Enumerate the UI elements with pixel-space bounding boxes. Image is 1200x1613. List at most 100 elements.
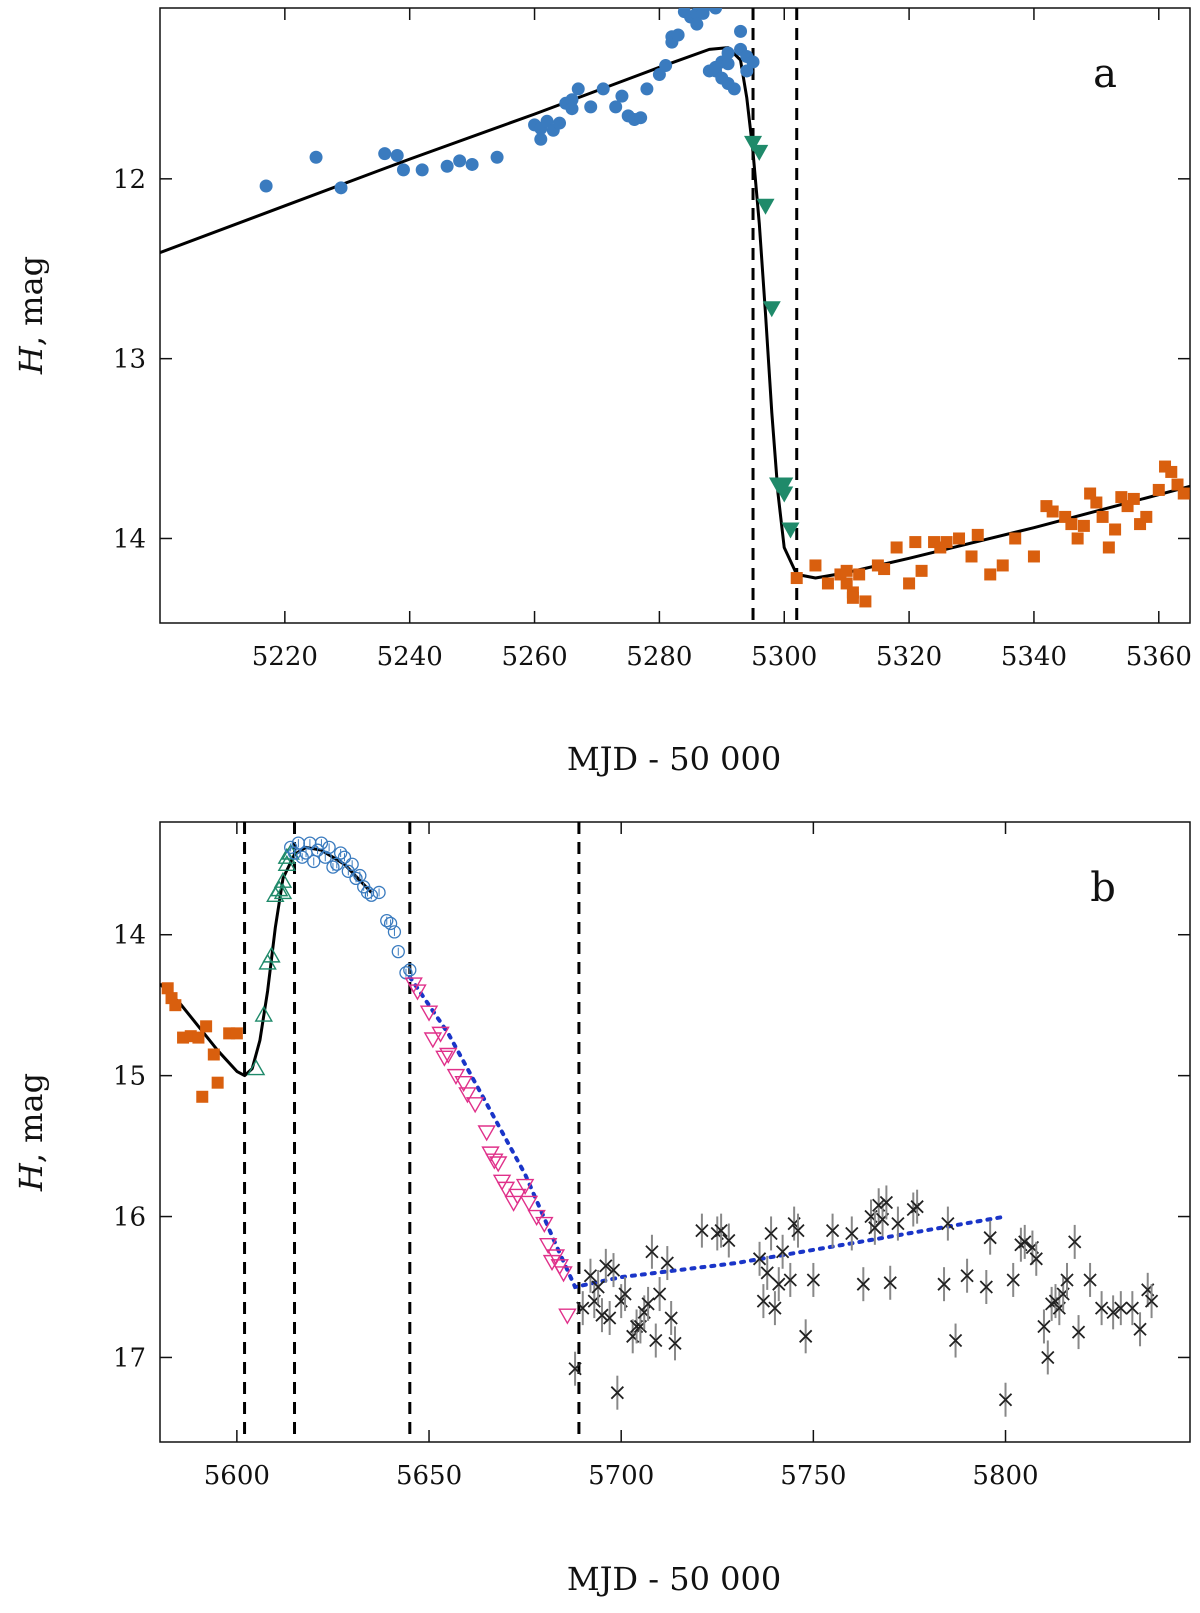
data-point — [722, 1233, 736, 1248]
data-point — [1009, 532, 1022, 545]
data-point — [799, 1329, 813, 1343]
data-point — [273, 871, 293, 888]
data-point — [714, 1224, 728, 1238]
data-point — [454, 1075, 473, 1093]
data-point — [546, 1249, 566, 1266]
panel-b-y-axis-label: H, mag — [12, 1073, 50, 1192]
data-point — [1094, 1301, 1109, 1315]
data-point — [775, 1245, 790, 1259]
data-point — [853, 568, 866, 581]
data-point — [583, 1269, 598, 1283]
data-point — [734, 24, 748, 38]
x-tick-label: 5650 — [396, 1461, 462, 1491]
y-tick-label: 13 — [113, 345, 146, 375]
panel-b-frame — [159, 821, 1191, 1443]
panel-a-y-axis-unit: , mag — [12, 256, 50, 346]
data-point — [937, 1277, 951, 1291]
data-point — [891, 1216, 905, 1231]
data-point — [246, 1059, 266, 1076]
data-point — [668, 1336, 682, 1350]
x-tick-label: 5260 — [501, 642, 567, 672]
x-tick-label: 5300 — [751, 642, 817, 672]
data-point — [440, 159, 454, 173]
data-point — [649, 1333, 663, 1348]
panel-a-points — [259, 8, 1190, 608]
data-point — [671, 28, 685, 42]
data-point — [772, 1277, 786, 1291]
data-point — [806, 1273, 820, 1287]
data-point — [458, 1087, 477, 1104]
data-point — [609, 100, 623, 114]
data-point — [515, 1178, 535, 1195]
data-point — [879, 1195, 894, 1210]
data-point — [696, 8, 710, 20]
data-point — [465, 157, 479, 171]
data-point — [571, 82, 585, 96]
data-point — [423, 1032, 443, 1049]
data-point — [595, 1308, 609, 1322]
data-point — [273, 883, 293, 900]
data-point — [965, 550, 978, 563]
data-point — [664, 1311, 678, 1325]
y-tick-label: 17 — [113, 1343, 146, 1373]
panel-b: 5600 5650 5700 5750 5800 14 15 16 17 b MJD - 50 … — [12, 821, 1191, 1598]
data-point — [453, 154, 467, 168]
panel-a-frame — [159, 7, 1191, 624]
data-point — [1041, 1350, 1055, 1365]
data-point — [859, 595, 872, 608]
y-tick-label: 14 — [113, 524, 146, 554]
panel-a-x-axis-label: MJD - 50 000 — [567, 740, 781, 778]
data-point — [953, 532, 966, 545]
data-point — [979, 1280, 993, 1294]
data-point — [775, 486, 794, 503]
data-point — [1121, 500, 1134, 513]
data-point — [1006, 1273, 1020, 1287]
data-point — [752, 1252, 767, 1266]
data-point — [775, 477, 794, 494]
data-point — [1077, 519, 1090, 532]
x-tick-label: 5320 — [876, 642, 942, 672]
data-point — [1152, 483, 1165, 496]
data-point — [576, 1301, 590, 1315]
data-point — [615, 89, 629, 103]
data-point — [169, 999, 182, 1012]
data-point — [840, 564, 853, 577]
data-point — [591, 1280, 605, 1294]
data-point — [996, 559, 1009, 572]
data-point — [1133, 1322, 1147, 1336]
data-point — [334, 181, 348, 195]
data-point — [791, 1224, 805, 1238]
data-point — [553, 116, 567, 130]
panel-b-points — [161, 836, 1159, 1417]
data-point — [254, 1005, 273, 1022]
data-point — [383, 916, 398, 931]
data-point — [762, 301, 781, 318]
data-point — [439, 1047, 458, 1064]
data-point — [596, 82, 610, 96]
data-point — [727, 82, 741, 96]
data-point — [909, 536, 922, 549]
data-point — [207, 1048, 220, 1061]
x-tick-label: 5220 — [252, 642, 318, 672]
data-point — [709, 8, 723, 15]
panel-a-vlines — [751, 8, 799, 623]
data-point — [200, 1020, 213, 1033]
data-point — [640, 82, 654, 96]
data-point — [915, 564, 928, 577]
data-point — [326, 860, 340, 874]
data-point — [1109, 523, 1122, 536]
data-point — [756, 198, 775, 215]
data-point — [1096, 510, 1109, 523]
data-point — [781, 522, 800, 539]
data-point — [1114, 1301, 1128, 1315]
data-point — [746, 55, 760, 69]
x-tick-label: 5360 — [1126, 642, 1192, 672]
panel-b-letter: b — [1090, 865, 1116, 911]
data-point — [750, 144, 769, 161]
data-point — [477, 1125, 496, 1142]
data-point — [903, 577, 916, 590]
data-point — [878, 563, 891, 576]
data-point — [883, 1276, 897, 1290]
data-point — [558, 1308, 577, 1325]
